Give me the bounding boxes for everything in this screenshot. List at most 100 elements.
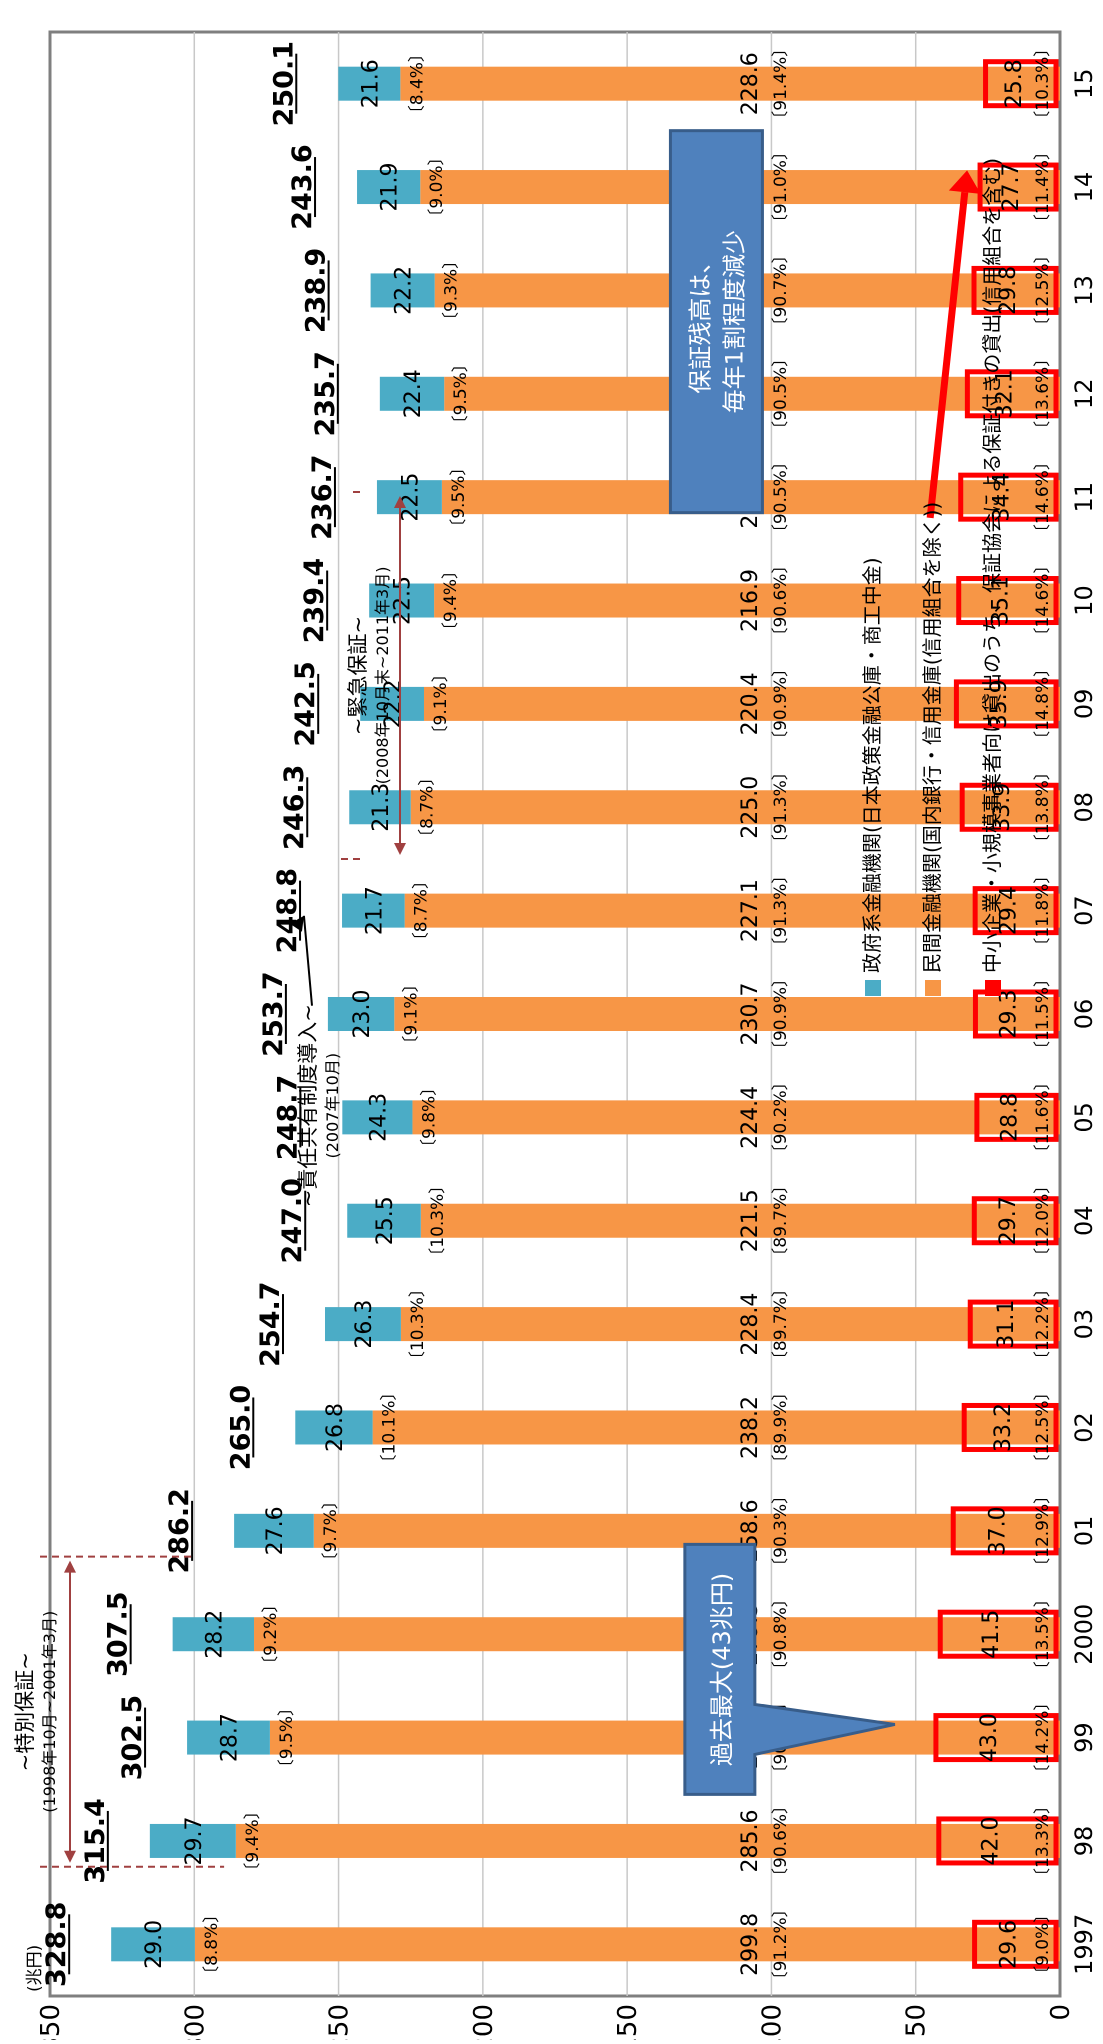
gov-share-label: 〔9.4%〕	[441, 562, 461, 639]
bar-government	[327, 997, 395, 1031]
total-label: 302.5	[117, 1695, 148, 1780]
guarantee-box	[953, 679, 1059, 729]
gov-share-label: 〔9.4%〕	[243, 1802, 263, 1879]
y-tick-label: 350	[36, 2004, 66, 2040]
gov-value-label: 24.3	[366, 1093, 391, 1142]
gov-share-label: 〔9.8%〕	[419, 1079, 439, 1156]
x-tick-label: 04	[1070, 1205, 1098, 1236]
private-share-label: 〔90.8%〕	[771, 1590, 791, 1678]
responsibility-pointer-head	[289, 915, 304, 932]
private-value-label: 228.4	[738, 1293, 763, 1356]
bar-private	[420, 1203, 1061, 1238]
guarantee-box	[971, 265, 1059, 315]
guarantee-value-label: 37.0	[986, 1506, 1011, 1555]
bar-government	[376, 480, 442, 515]
special-guarantee-arrow-head	[64, 1560, 76, 1573]
guarantee-box	[974, 1092, 1059, 1142]
bar-private	[412, 1100, 1060, 1135]
guarantee-share-label: 〔14.6%〕	[1033, 453, 1053, 541]
gov-value-label: 29.7	[182, 1816, 207, 1865]
guarantee-value-label: 41.5	[979, 1610, 1004, 1659]
x-tick-label: 14	[1070, 172, 1098, 203]
x-tick-label: 13	[1070, 275, 1098, 306]
callout-decrease-box	[668, 129, 764, 515]
bar-government	[338, 66, 401, 101]
guarantee-box	[967, 1299, 1059, 1349]
guarantee-value-label: 29.4	[997, 886, 1022, 935]
bar-private	[394, 997, 1061, 1031]
total-label: 247.0	[277, 1178, 308, 1263]
private-share-label: 〔90.3%〕	[771, 1487, 791, 1575]
x-tick-label: 1997	[1070, 1914, 1098, 1975]
gov-share-label: 〔9.5%〕	[451, 355, 471, 432]
total-label: 235.7	[310, 351, 341, 436]
guarantee-value-label: 33.9	[990, 783, 1015, 832]
guarantee-box	[972, 1919, 1059, 1969]
guarantee-value-label: 29.8	[996, 266, 1021, 315]
callout-decrease-line1: 保証残高は、	[686, 250, 714, 394]
gov-value-label: 28.2	[202, 1610, 227, 1659]
gov-share-label: 〔9.2%〕	[261, 1596, 281, 1673]
gov-value-label: 28.7	[217, 1713, 242, 1762]
y-tick-label: 50	[902, 2004, 932, 2037]
private-value-label: 227.1	[738, 879, 763, 942]
private-share-label: 〔90.2%〕	[771, 1073, 791, 1161]
gov-value-label: 22.2	[392, 266, 417, 315]
gov-share-label: 〔9.3%〕	[442, 252, 462, 329]
x-tick-label: 08	[1070, 792, 1098, 823]
gov-share-label: 〔10.3%〕	[428, 1177, 448, 1265]
total-label: 307.5	[103, 1592, 134, 1677]
private-share-label: 〔91.2%〕	[771, 1900, 791, 1988]
y-tick-label: 250	[325, 2004, 355, 2040]
guarantee-box	[933, 1713, 1059, 1763]
special-guarantee-title: ~特別保証~	[13, 1652, 37, 1771]
guarantee-value-label: 27.7	[999, 163, 1024, 212]
guarantee-share-label: 〔10.3%〕	[1033, 40, 1053, 128]
gov-share-label: 〔10.1%〕	[380, 1383, 400, 1471]
guarantee-box	[936, 1816, 1059, 1866]
emergency-arrow-head	[394, 842, 406, 855]
guarantee-value-label: 28.8	[997, 1093, 1022, 1142]
x-tick-label: 01	[1070, 1516, 1098, 1547]
private-share-label: 〔90.5%〕	[771, 350, 791, 438]
bar-government	[325, 1307, 401, 1342]
x-tick-label: 09	[1070, 689, 1098, 720]
emergency-period: (2008年10月末~2011年3月)	[373, 567, 392, 785]
total-label: 286.2	[164, 1488, 195, 1573]
y-tick-label: 300	[180, 2004, 210, 2040]
total-label: 243.6	[287, 144, 318, 229]
legend-swatch	[925, 980, 941, 996]
total-label: 239.4	[299, 558, 330, 643]
guarantee-box	[961, 1402, 1059, 1452]
guarantee-value-label: 31.1	[994, 1300, 1019, 1349]
private-share-label: 〔91.3%〕	[771, 763, 791, 851]
guarantee-value-label: 43.0	[977, 1713, 1002, 1762]
guarantee-share-label: 〔12.5%〕	[1033, 246, 1053, 334]
gov-value-label: 25.5	[373, 1196, 398, 1245]
private-share-label: 〔90.9%〕	[771, 660, 791, 748]
bar-government	[342, 893, 405, 928]
bar-government	[234, 1513, 314, 1548]
emergency-title: ~緊急保証~	[346, 616, 370, 735]
gov-share-label: 〔9.1%〕	[401, 975, 421, 1052]
gov-value-label: 22.5	[391, 576, 416, 625]
bar-government	[369, 583, 435, 618]
bar-private	[410, 790, 1060, 825]
special-guarantee-arrow-head	[64, 1850, 76, 1863]
private-value-label: 238.2	[738, 1396, 763, 1459]
private-share-label: 〔91.0%〕	[771, 143, 791, 231]
guarantee-box	[950, 1506, 1059, 1556]
guarantee-box	[972, 886, 1059, 936]
guarantee-value-label: 32.1	[993, 369, 1018, 418]
guarantee-box	[972, 989, 1059, 1039]
special-guarantee-period: (1998年10月~2001年3月)	[40, 1611, 59, 1813]
bar-private	[235, 1823, 1060, 1858]
gov-value-label: 22.2	[381, 679, 406, 728]
gov-value-label: 27.6	[263, 1506, 288, 1555]
bar-private	[400, 1307, 1061, 1342]
guarantee-share-label: 〔12.9%〕	[1033, 1487, 1053, 1575]
legend-swatch	[865, 980, 881, 996]
private-share-label: 〔90.7%〕	[771, 246, 791, 334]
guarantee-share-label: 〔12.0%〕	[1033, 1177, 1053, 1265]
